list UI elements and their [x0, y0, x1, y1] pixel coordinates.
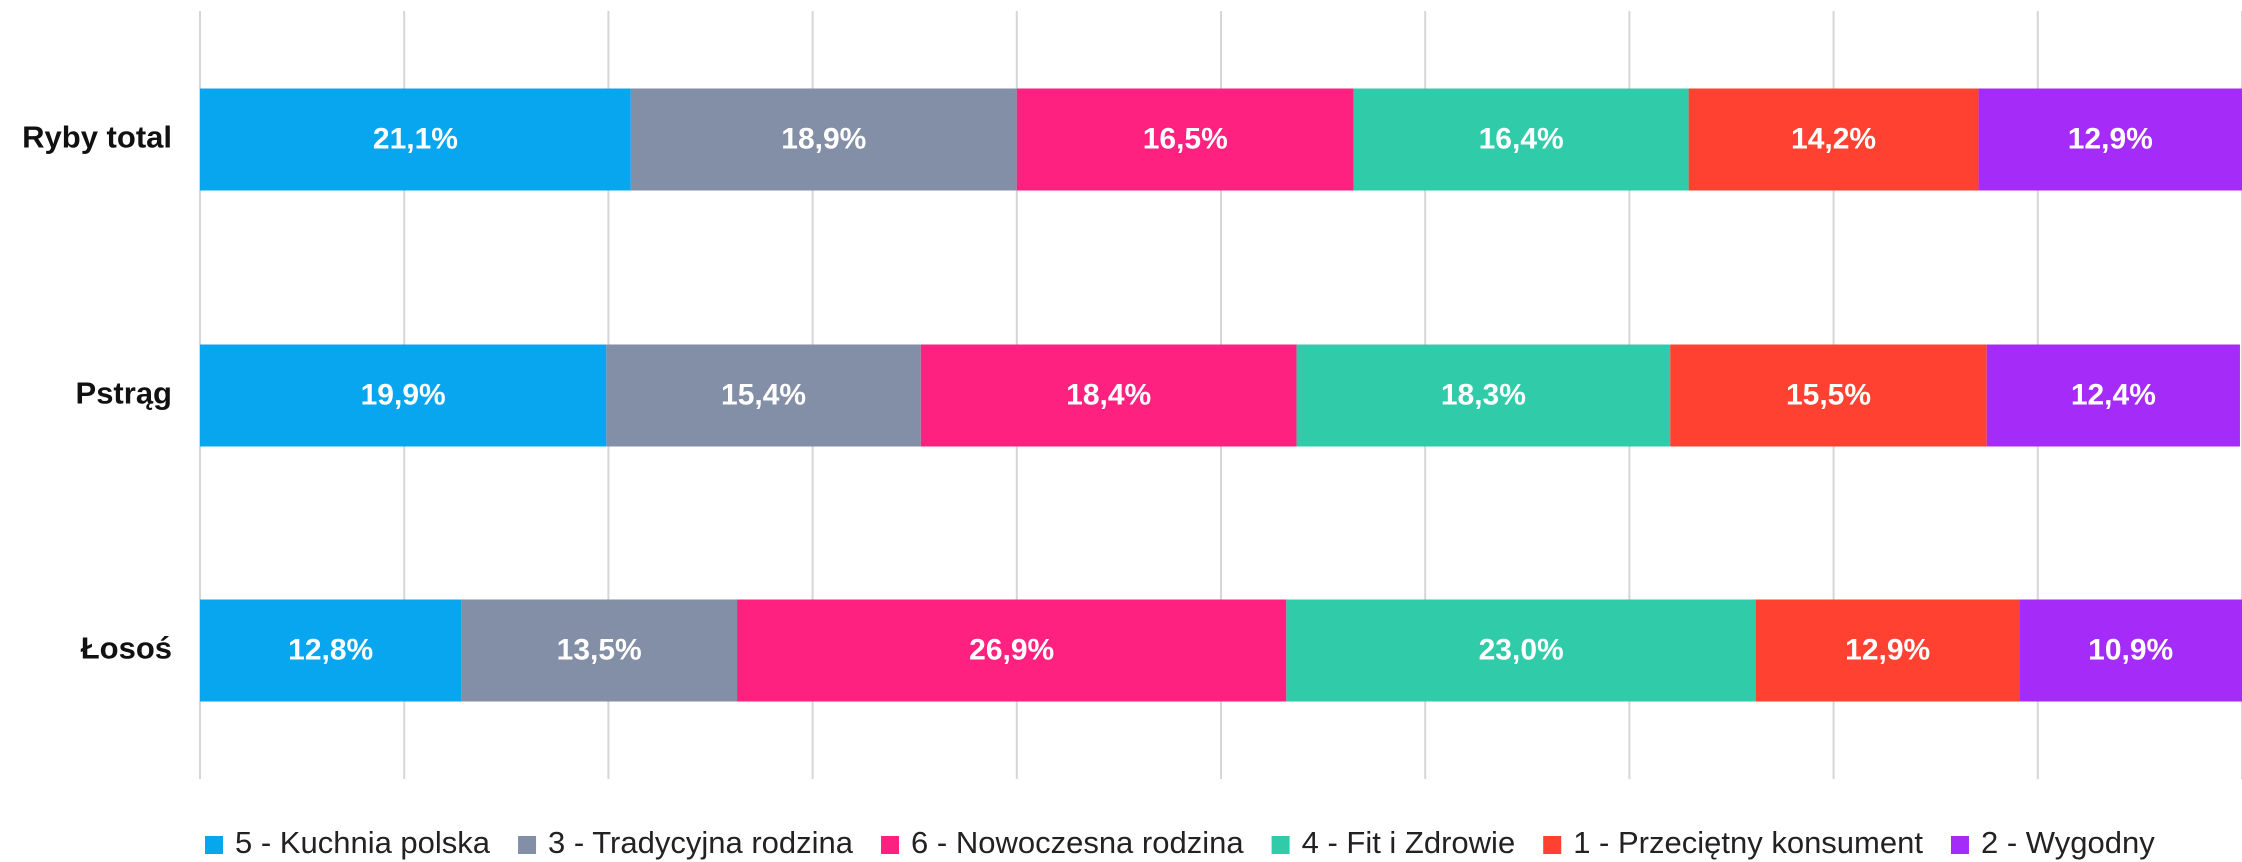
bar-segment	[606, 344, 921, 447]
legend-label: 5 - Kuchnia polska	[235, 825, 491, 860]
bar-segment	[737, 599, 1287, 702]
category-label: Łosoś	[81, 631, 172, 666]
legend-label: 2 - Wygodny	[1981, 825, 2155, 860]
bar-segment	[1986, 344, 2240, 447]
legend-swatch	[1543, 836, 1562, 854]
bar-segment	[1286, 599, 1757, 702]
bar-segment	[200, 88, 631, 191]
data-label: 15,5%	[1786, 378, 1871, 411]
bar-segment	[630, 88, 1017, 191]
data-label: 16,4%	[1479, 122, 1564, 155]
data-label: 12,9%	[2068, 122, 2153, 155]
legend-swatch	[881, 836, 900, 854]
bar-segment	[200, 344, 607, 447]
category-label: Pstrąg	[76, 376, 172, 411]
legend-swatch	[1271, 836, 1290, 854]
bar-segment	[1670, 344, 1987, 447]
data-label: 23,0%	[1479, 633, 1564, 666]
data-label: 16,5%	[1143, 122, 1228, 155]
data-label: 19,9%	[361, 378, 446, 411]
data-label: 10,9%	[2088, 633, 2173, 666]
bar-segment	[1296, 344, 1671, 447]
bar-segment	[2019, 599, 2242, 702]
data-label: 18,9%	[781, 122, 866, 155]
legend-swatch	[205, 836, 223, 854]
bar-segment	[920, 344, 1297, 447]
bar-segment	[1688, 88, 1979, 191]
legend-swatch	[1950, 836, 1969, 854]
data-label: 18,4%	[1066, 378, 1151, 411]
legend-label: 6 - Nowoczesna rodzina	[911, 825, 1244, 860]
legend-label: 3 - Tradycyjna rodzina	[548, 825, 854, 860]
bar-segment	[461, 599, 738, 702]
data-label: 15,4%	[721, 378, 806, 411]
legend-label: 1 - Przeciętny konsument	[1573, 825, 1923, 860]
legend-swatch	[518, 836, 537, 854]
data-label: 21,1%	[373, 122, 458, 155]
data-label: 12,4%	[2071, 378, 2156, 411]
bar-segment	[200, 599, 462, 702]
data-label: 18,3%	[1441, 378, 1526, 411]
bar-segment	[1353, 88, 1689, 191]
data-label: 14,2%	[1791, 122, 1876, 155]
data-label: 12,8%	[288, 633, 373, 666]
bar-segment	[1016, 88, 1354, 191]
data-label: 13,5%	[557, 633, 642, 666]
bar-segment	[1978, 88, 2242, 191]
category-label: Ryby total	[22, 120, 172, 155]
bar-segment	[1756, 599, 2020, 702]
legend-label: 4 - Fit i Zdrowie	[1302, 825, 1516, 860]
data-label: 26,9%	[969, 633, 1054, 666]
data-label: 12,9%	[1845, 633, 1930, 666]
